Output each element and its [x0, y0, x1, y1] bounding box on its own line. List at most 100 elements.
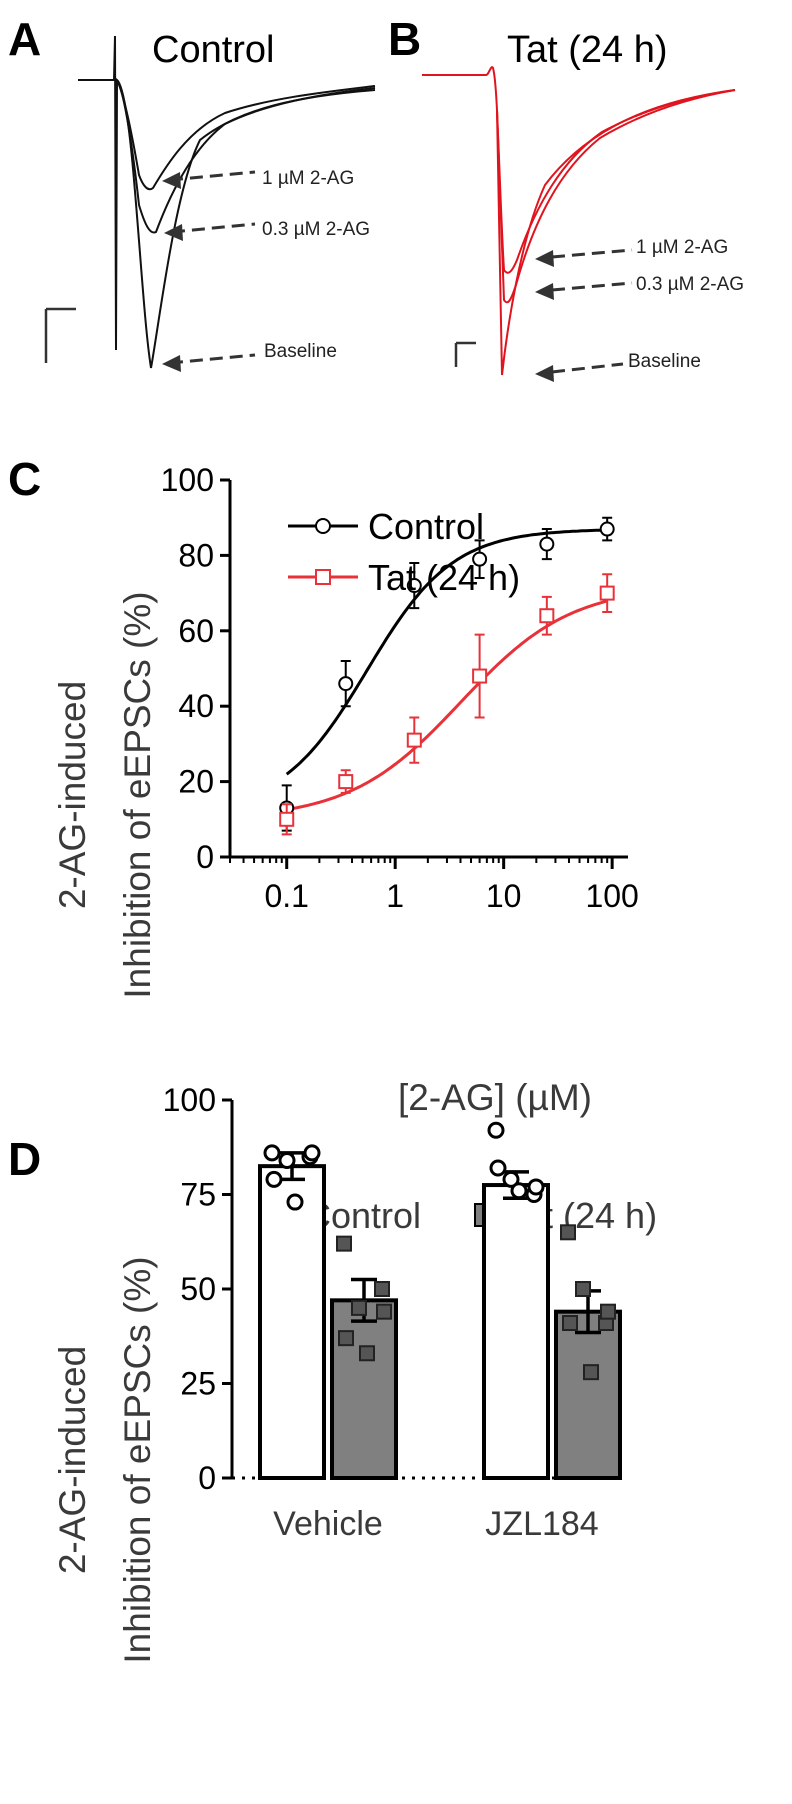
- c-point-tat: [539, 595, 555, 636]
- arrow-b-03um-head: [535, 283, 554, 300]
- c-marker-circle: [406, 578, 422, 594]
- d-point-control: [527, 1178, 545, 1196]
- c-point-control: [472, 539, 488, 580]
- arrow-a-03um: [171, 222, 256, 234]
- d-point-control: [487, 1121, 505, 1139]
- d-point-control: [278, 1151, 296, 1169]
- d-ylabel-line2: Inhibition of eEPSCs (%): [117, 1256, 158, 1663]
- c-point-control: [599, 516, 615, 542]
- d-point-control: [286, 1193, 304, 1211]
- c-marker-square: [539, 608, 555, 624]
- d-point-tat: [338, 1330, 354, 1347]
- c-ytick-label: 0: [196, 839, 214, 875]
- c-point-control: [406, 561, 422, 610]
- c-marker-square: [338, 774, 354, 790]
- label-a-03um: 0.3 µM 2-AG: [262, 219, 370, 240]
- c-fit-tat: [286, 599, 608, 812]
- d-point-control: [303, 1144, 321, 1162]
- c-ytick-label: 60: [178, 613, 214, 649]
- arrow-a-baseline-head: [162, 355, 181, 372]
- c-legend-control-marker: [315, 518, 331, 534]
- trace-b-0.3um: [496, 89, 736, 304]
- panel-a-letter: A: [8, 13, 41, 65]
- c-yticks: 0 20 40 60 80 100: [161, 462, 230, 875]
- trace-b-1um: [496, 89, 736, 274]
- arrow-b-baseline: [551, 362, 624, 374]
- d-ytick-label: 0: [198, 1460, 216, 1496]
- c-legend-tat: Tat (24 h): [368, 557, 520, 598]
- trace-a-1um: [116, 79, 376, 191]
- d-bar-tat: [554, 1309, 622, 1481]
- d-point-control: [265, 1170, 283, 1188]
- c-ytick-label: 20: [178, 764, 214, 800]
- c-marker-circle: [472, 551, 488, 567]
- d-point-tat: [376, 1303, 392, 1320]
- d-point-control: [502, 1170, 520, 1188]
- c-legend: Control Tat (24 h): [288, 506, 520, 598]
- c-legend-tat-marker: [315, 569, 331, 585]
- d-ylabel-line1: 2-AG-induced: [52, 1346, 93, 1574]
- panel-a: A Control 1 µM 2-AG 0.3 µM 2-AG Baseline: [8, 13, 376, 372]
- c-point-tat: [279, 803, 295, 836]
- d-category-labels: Vehicle JZL184: [273, 1505, 599, 1543]
- scale-bar-a: [44, 307, 76, 363]
- d-point-tat: [351, 1299, 367, 1316]
- c-point-tat: [599, 573, 615, 613]
- d-point-tat: [562, 1315, 578, 1332]
- c-point-tat: [338, 769, 354, 794]
- panel-c-letter: C: [8, 453, 41, 505]
- d-point-control: [263, 1144, 281, 1162]
- c-marker-square: [472, 668, 488, 684]
- c-ytick-label: 80: [178, 537, 214, 573]
- trace-a-0.3um: [116, 79, 376, 234]
- c-marker-circle: [599, 521, 615, 537]
- label-b-baseline: Baseline: [628, 351, 701, 372]
- c-ytick-label: 100: [161, 462, 214, 498]
- trace-a-baseline: [78, 35, 376, 369]
- c-ytick-label: 40: [178, 688, 214, 724]
- scale-bar-b: [454, 341, 476, 367]
- c-xlabel: [2-AG] (µM): [398, 1077, 592, 1118]
- label-b-03um: 0.3 µM 2-AG: [636, 274, 744, 295]
- d-data-points: [263, 1121, 616, 1381]
- c-xtick-label: 10: [486, 878, 522, 914]
- panel-b-title: Tat (24 h): [507, 29, 668, 71]
- arrow-b-1um-head: [535, 250, 554, 267]
- d-point-tat: [359, 1345, 375, 1362]
- arrow-b-1um: [551, 248, 633, 259]
- label-b-1um: 1 µM 2-AG: [636, 237, 728, 258]
- d-ylabel: 2-AG-induced Inhibition of eEPSCs (%): [52, 1256, 158, 1663]
- c-point-control: [338, 659, 354, 708]
- c-data-points: [279, 516, 615, 836]
- d-point-control: [489, 1159, 507, 1177]
- c-point-tat: [472, 633, 488, 719]
- arrow-b-03um: [551, 281, 633, 292]
- arrow-a-03um-head: [164, 224, 183, 241]
- d-point-tat: [600, 1303, 616, 1320]
- panel-d-letter: D: [8, 1133, 41, 1185]
- d-ytick-label: 25: [180, 1366, 216, 1402]
- trace-b-baseline: [422, 66, 736, 376]
- d-point-tat: [575, 1281, 591, 1297]
- d-ytick-label: 50: [180, 1271, 216, 1307]
- c-marker-square: [406, 732, 422, 748]
- d-point-tat: [374, 1281, 390, 1297]
- d-legend: Control Tat (24 h): [272, 1195, 657, 1236]
- c-point-tat: [406, 716, 422, 764]
- arrow-b-baseline-head: [535, 365, 554, 382]
- c-ylabel: 2-AG-induced Inhibition of eEPSCs (%): [52, 591, 158, 998]
- panel-b-letter: B: [388, 13, 421, 65]
- d-point-control: [510, 1182, 528, 1200]
- d-bar-control: [258, 1164, 326, 1481]
- panel-b: B Tat (24 h) 1 µM 2-AG 0.3 µM 2-AG Basel…: [388, 13, 744, 382]
- panel-d: D 2-AG-induced Inhibition of eEPSCs (%) …: [8, 1082, 657, 1664]
- c-xtick-label: 1: [386, 878, 404, 914]
- arrow-a-1um: [169, 170, 256, 182]
- d-bar-tat: [330, 1298, 398, 1480]
- d-point-tat: [336, 1235, 352, 1252]
- arrow-a-1um-head: [162, 172, 181, 189]
- annotations-a: 1 µM 2-AG 0.3 µM 2-AG Baseline: [162, 168, 370, 372]
- c-legend-control: Control: [368, 506, 484, 547]
- d-point-tat: [560, 1224, 576, 1241]
